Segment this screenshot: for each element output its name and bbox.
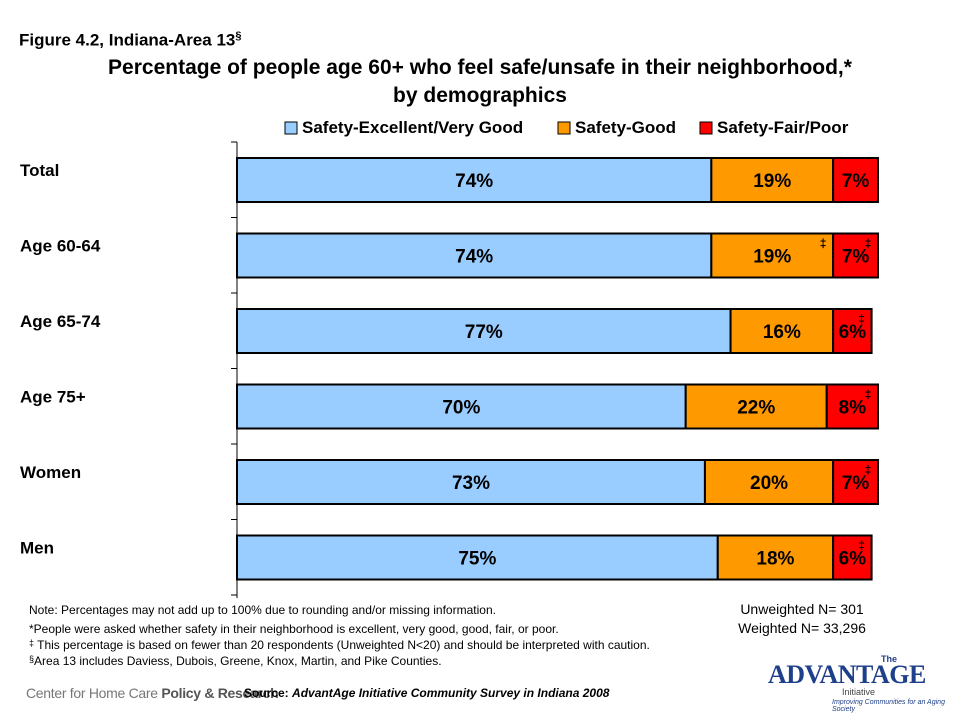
legend-swatch-safety-excellent-very-good	[284, 121, 298, 135]
note-question: *People were asked whether safety in the…	[29, 622, 559, 636]
legend-swatch-safety-fair-poor	[699, 121, 713, 135]
data-label-safety-fair-poor-age-75: 8%	[839, 398, 867, 419]
bar-safety-fair-poor-total	[832, 157, 880, 203]
weighted-n: Weighted N= 33,296	[738, 620, 866, 636]
logo-tagline: Improving Communities for an Aging Socie…	[832, 699, 945, 713]
category-label-men: Men	[20, 539, 54, 558]
data-label-safety-fair-poor-age-60-64: 7%	[842, 247, 870, 268]
category-label-total: Total	[20, 161, 59, 180]
figure-label: Figure 4.2, Indiana-Area 13§	[19, 30, 242, 50]
data-label-safety-excellent-very-good-age-60-64: 74%	[455, 247, 493, 268]
flag-safety-fair-poor-age-75: ‡	[865, 388, 872, 402]
bar-safety-good-age-60-64	[710, 232, 835, 279]
bar-safety-good-age-75	[684, 383, 828, 430]
data-label-safety-fair-poor-age-65-74: 6%	[839, 322, 867, 343]
category-label-age-65-74: Age 65-74	[20, 312, 101, 331]
logo-name: ADVANTAGE	[768, 660, 926, 689]
bar-safety-fair-poor-age-60-64	[832, 232, 880, 279]
category-label-women: Women	[20, 463, 81, 482]
data-label-safety-good-total: 19%	[753, 171, 791, 192]
chart-title-line1: Percentage of people age 60+ who feel sa…	[108, 56, 852, 79]
bar-safety-excellent-very-good-age-75	[236, 383, 687, 430]
data-label-safety-excellent-very-good-women: 73%	[452, 473, 490, 494]
bar-safety-fair-poor-men	[832, 534, 873, 581]
bar-safety-fair-poor-women	[832, 459, 880, 505]
data-label-safety-good-age-75: 22%	[737, 398, 775, 419]
source-line: Source: AdvantAge Initiative Community S…	[244, 686, 610, 700]
unweighted-n: Unweighted N= 301	[740, 601, 864, 617]
bar-safety-good-age-65-74	[729, 308, 835, 354]
flag-safety-fair-poor-men: ‡	[858, 539, 865, 553]
data-label-safety-excellent-very-good-age-65-74: 77%	[465, 322, 503, 343]
data-label-safety-good-age-60-64: 19%	[753, 247, 791, 268]
chart-title-line2: by demographics	[393, 84, 567, 107]
note-small-sample-mark: ‡	[29, 638, 35, 648]
legend-label-safety-fair-poor: Safety-Fair/Poor	[717, 118, 849, 137]
center-home-care-logo: Center for Home Care Policy & Research	[26, 685, 279, 701]
legend-label-safety-good: Safety-Good	[575, 118, 676, 137]
data-label-safety-fair-poor-total: 7%	[842, 171, 870, 192]
bar-safety-fair-poor-age-65-74	[832, 308, 873, 354]
figure-label-mark: §	[235, 30, 242, 42]
category-label-age-60-64: Age 60-64	[20, 237, 101, 256]
advantage-initiative-logo: The ADVANTAGE Initiative Improving Commu…	[768, 654, 948, 713]
flag-safety-good-age-60-64: ‡	[820, 237, 827, 251]
bar-safety-fair-poor-age-75	[825, 383, 879, 430]
flag-safety-fair-poor-age-60-64: ‡	[865, 237, 872, 251]
category-label-age-75: Age 75+	[20, 388, 86, 407]
data-label-safety-fair-poor-men: 6%	[839, 549, 867, 570]
data-label-safety-good-age-65-74: 16%	[763, 322, 801, 343]
bar-safety-good-men	[716, 534, 835, 581]
data-label-safety-excellent-very-good-men: 75%	[458, 549, 496, 570]
note-rounding: Note: Percentages may not add up to 100%…	[29, 603, 496, 617]
bar-safety-excellent-very-good-age-65-74	[236, 308, 732, 354]
note-area-mark: §	[29, 654, 35, 664]
legend-swatch-safety-good	[557, 121, 571, 135]
logo-initiative: Initiative	[842, 687, 876, 697]
data-label-safety-fair-poor-women: 7%	[842, 473, 870, 494]
data-label-safety-good-men: 18%	[756, 549, 794, 570]
note-small-sample: ‡ This percentage is based on fewer than…	[29, 638, 650, 652]
bar-safety-excellent-very-good-age-60-64	[236, 232, 713, 279]
data-label-safety-excellent-very-good-total: 74%	[455, 171, 493, 192]
data-label-safety-excellent-very-good-age-75: 70%	[442, 398, 480, 419]
flag-safety-fair-poor-women: ‡	[865, 463, 872, 477]
bar-safety-excellent-very-good-women	[236, 459, 706, 505]
note-area: §Area 13 includes Daviess, Dubois, Green…	[29, 654, 442, 668]
sample-counts: Unweighted N= 301 Weighted N= 33,296	[722, 600, 882, 638]
flag-safety-fair-poor-age-65-74: ‡	[858, 312, 865, 326]
data-label-safety-good-women: 20%	[750, 473, 788, 494]
legend-label-safety-excellent-very-good: Safety-Excellent/Very Good	[302, 118, 523, 137]
bar-safety-excellent-very-good-men	[236, 534, 719, 581]
bar-safety-excellent-very-good-total	[236, 157, 713, 203]
logo-the: The	[881, 654, 898, 664]
